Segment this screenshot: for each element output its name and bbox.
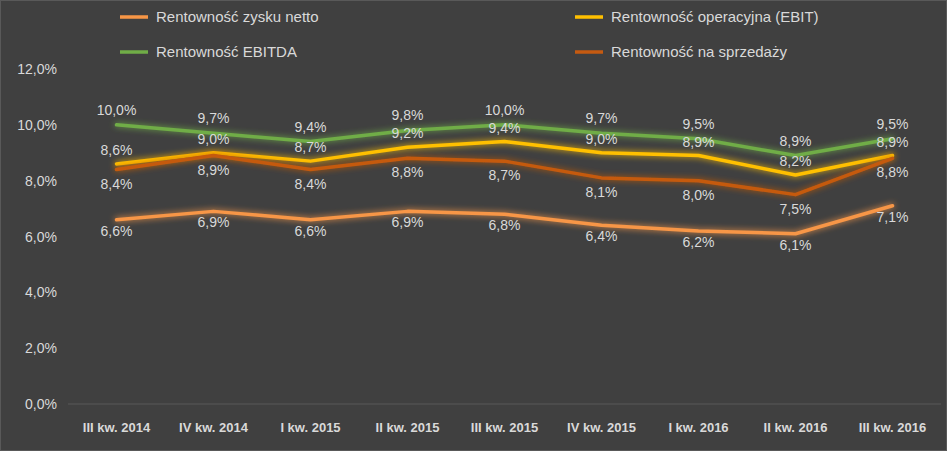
x-tick-label: IV kw. 2015	[567, 420, 636, 435]
data-label: 8,9%	[877, 134, 909, 150]
chart: 0,0% 2,0% 4,0% 6,0% 8,0% 10,0% 12,0% III kw. 20…	[0, 0, 947, 451]
x-tick-label: I kw. 2015	[280, 420, 340, 435]
data-label: 8,8%	[392, 164, 424, 180]
y-tick-label: 12,0%	[17, 61, 57, 77]
y-tick-label: 2,0%	[25, 340, 57, 356]
data-label: 9,4%	[489, 120, 521, 136]
data-label: 6,9%	[198, 214, 230, 230]
data-label: 8,1%	[586, 184, 618, 200]
data-label: 9,5%	[877, 116, 909, 132]
data-label: 7,1%	[877, 209, 909, 225]
data-label: 6,4%	[586, 228, 618, 244]
data-label: 9,2%	[392, 125, 424, 141]
data-label: 8,7%	[489, 167, 521, 183]
legend-swatch	[575, 15, 603, 19]
data-label: 6,1%	[780, 237, 812, 253]
x-tick-label: I kw. 2016	[668, 420, 728, 435]
y-tick-label: 10,0%	[17, 117, 57, 133]
data-label: 9,0%	[586, 131, 618, 147]
data-label: 6,9%	[392, 214, 424, 230]
data-label: 9,0%	[198, 131, 230, 147]
data-label: 8,7%	[295, 139, 327, 155]
legend-swatch	[120, 50, 148, 54]
data-label: 8,6%	[101, 142, 133, 158]
x-axis	[68, 404, 941, 405]
x-tick-label: IV kw. 2014	[179, 420, 249, 435]
background	[1, 1, 947, 451]
data-label: 8,4%	[295, 176, 327, 192]
data-label: 8,2%	[780, 153, 812, 169]
data-label: 6,6%	[295, 223, 327, 239]
data-label: 9,8%	[392, 107, 424, 123]
x-tick-label: III kw. 2016	[859, 420, 926, 435]
y-tick-label: 0,0%	[25, 396, 57, 412]
legend-label: Rentowność EBITDA	[156, 43, 297, 60]
data-label: 10,0%	[97, 102, 137, 118]
x-tick-label: III kw. 2015	[471, 420, 538, 435]
data-label: 9,7%	[198, 110, 230, 126]
legend-label: Rentowność zysku netto	[156, 8, 319, 25]
data-label: 9,7%	[586, 110, 618, 126]
data-label: 7,5%	[780, 201, 812, 217]
x-tick-label: II kw. 2016	[764, 420, 828, 435]
data-label: 8,0%	[683, 187, 715, 203]
data-label: 8,4%	[101, 176, 133, 192]
legend-swatch	[120, 15, 148, 19]
data-label: 8,9%	[780, 133, 812, 149]
data-label: 9,4%	[295, 119, 327, 135]
legend-label: Rentowność operacyjna (EBIT)	[611, 8, 819, 25]
data-label: 6,8%	[489, 217, 521, 233]
data-label: 6,6%	[101, 223, 133, 239]
data-label: 9,5%	[683, 116, 715, 132]
y-tick-label: 6,0%	[25, 229, 57, 245]
y-tick-label: 4,0%	[25, 284, 57, 300]
data-label: 10,0%	[485, 102, 525, 118]
legend-label: Rentowność na sprzedaży	[611, 43, 787, 60]
x-tick-label: II kw. 2015	[376, 420, 440, 435]
series-line	[117, 206, 893, 234]
series-lines	[117, 125, 893, 234]
data-label: 8,9%	[683, 134, 715, 150]
x-tick-label: III kw. 2014	[83, 420, 151, 435]
data-label: 8,8%	[877, 164, 909, 180]
data-label: 6,2%	[683, 234, 715, 250]
legend-swatch	[575, 50, 603, 54]
data-label: 8,9%	[198, 162, 230, 178]
series-line	[117, 156, 893, 195]
y-tick-label: 8,0%	[25, 173, 57, 189]
